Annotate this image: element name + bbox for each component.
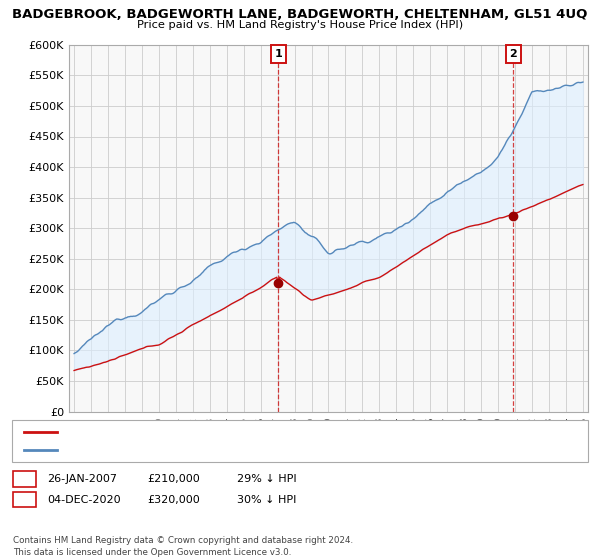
Text: 26-JAN-2007: 26-JAN-2007 [47,474,117,484]
Text: 2: 2 [509,49,517,59]
Text: 29% ↓ HPI: 29% ↓ HPI [237,474,296,484]
Text: 30% ↓ HPI: 30% ↓ HPI [237,494,296,505]
Text: 1: 1 [274,49,282,59]
Text: HPI: Average price, detached house, Tewkesbury: HPI: Average price, detached house, Tewk… [63,446,295,455]
Text: Price paid vs. HM Land Registry's House Price Index (HPI): Price paid vs. HM Land Registry's House … [137,20,463,30]
Text: BADGEBROOK, BADGEWORTH LANE, BADGEWORTH, CHELTENHAM, GL51 4UQ: BADGEBROOK, BADGEWORTH LANE, BADGEWORTH,… [13,8,587,21]
Text: £320,000: £320,000 [147,494,200,505]
Text: £210,000: £210,000 [147,474,200,484]
Text: 2: 2 [21,494,28,505]
Text: BADGEBROOK, BADGEWORTH LANE, BADGEWORTH, CHELTENHAM, GL51 4UQ (detached): BADGEBROOK, BADGEWORTH LANE, BADGEWORTH,… [63,427,486,436]
Text: 1: 1 [21,474,28,484]
Text: Contains HM Land Registry data © Crown copyright and database right 2024.
This d: Contains HM Land Registry data © Crown c… [13,536,353,557]
Text: 04-DEC-2020: 04-DEC-2020 [47,494,121,505]
